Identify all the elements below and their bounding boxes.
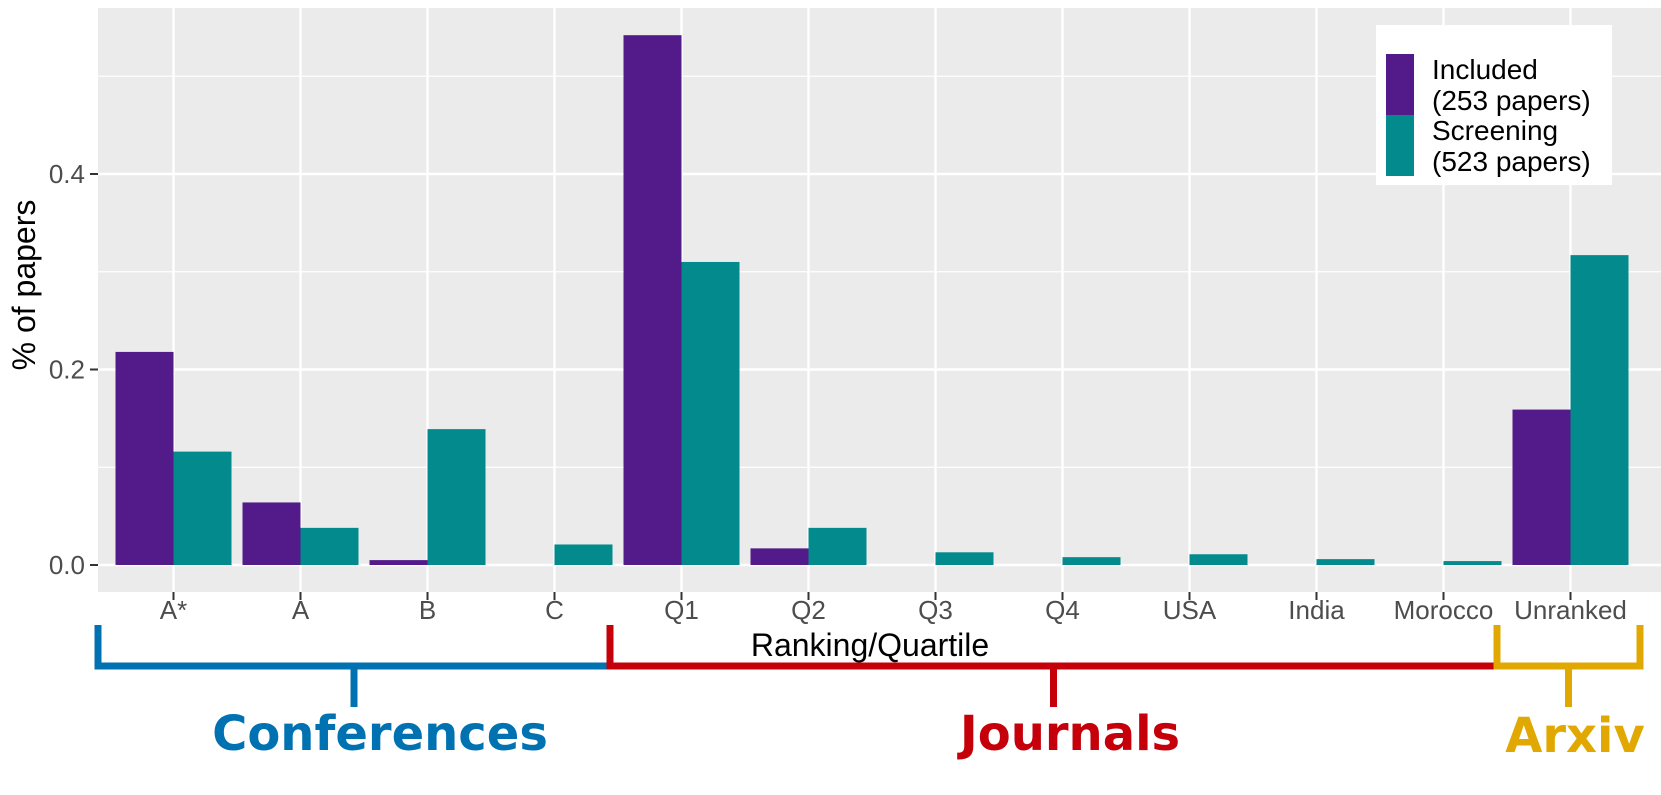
group-brackets: Conferences Journals Arxiv — [94, 625, 1645, 764]
group-bracket — [94, 625, 614, 707]
bars — [115, 35, 1629, 565]
x-tick-label: Q1 — [664, 595, 699, 625]
group-bracket — [606, 625, 1501, 707]
x-tick-label: USA — [1163, 595, 1217, 625]
bar — [1443, 561, 1502, 565]
x-tick-label: Q4 — [1045, 595, 1080, 625]
x-tick-label: Q2 — [791, 595, 826, 625]
bar — [242, 502, 301, 565]
bar — [623, 35, 682, 565]
group-label: Journals — [957, 706, 1180, 762]
x-tick-label: B — [419, 595, 436, 625]
bar — [1316, 559, 1375, 565]
x-axis-title: Ranking/Quartile — [751, 627, 989, 663]
bar — [369, 560, 428, 565]
bar — [1062, 557, 1121, 565]
bar — [115, 351, 174, 565]
y-tick-label: 0.0 — [49, 550, 85, 580]
x-tick-label: Q3 — [918, 595, 953, 625]
x-tick-label: India — [1288, 595, 1345, 625]
legend-key — [1386, 54, 1414, 115]
legend: Included (253 papers)Screening (523 papers… — [1376, 25, 1612, 185]
legend-label: Included (253 papers) — [1432, 54, 1591, 116]
y-tick-label: 0.2 — [49, 355, 85, 385]
bar — [554, 544, 613, 565]
legend-label: Screening (523 papers) — [1432, 115, 1591, 177]
x-tick-label: A* — [160, 595, 187, 625]
y-tick-label: 0.4 — [49, 159, 85, 189]
x-tick-label: Morocco — [1394, 595, 1494, 625]
bar — [300, 527, 359, 565]
y-axis: 0.0 0.2 0.4 — [49, 159, 98, 580]
bar — [1189, 554, 1248, 565]
x-tick-label: A — [292, 595, 310, 625]
bar — [1570, 255, 1629, 565]
legend-background — [1376, 25, 1612, 185]
bar — [808, 527, 867, 565]
x-tick-label: C — [545, 595, 564, 625]
x-axis: A* A B C Q1 Q2 Q3 Q4 USA India Morocco Unranked — [160, 592, 1627, 625]
bar — [681, 261, 740, 565]
bar — [1512, 409, 1571, 565]
bar — [427, 429, 486, 565]
x-tick-label: Unranked — [1514, 595, 1627, 625]
group-bracket — [1493, 625, 1644, 707]
group-label: Arxiv — [1505, 708, 1645, 764]
y-axis-title: % of papers — [6, 200, 42, 371]
bar — [173, 451, 232, 565]
bar — [935, 552, 994, 565]
bar — [750, 548, 809, 565]
group-label: Conferences — [212, 706, 548, 762]
legend-key — [1386, 115, 1414, 176]
